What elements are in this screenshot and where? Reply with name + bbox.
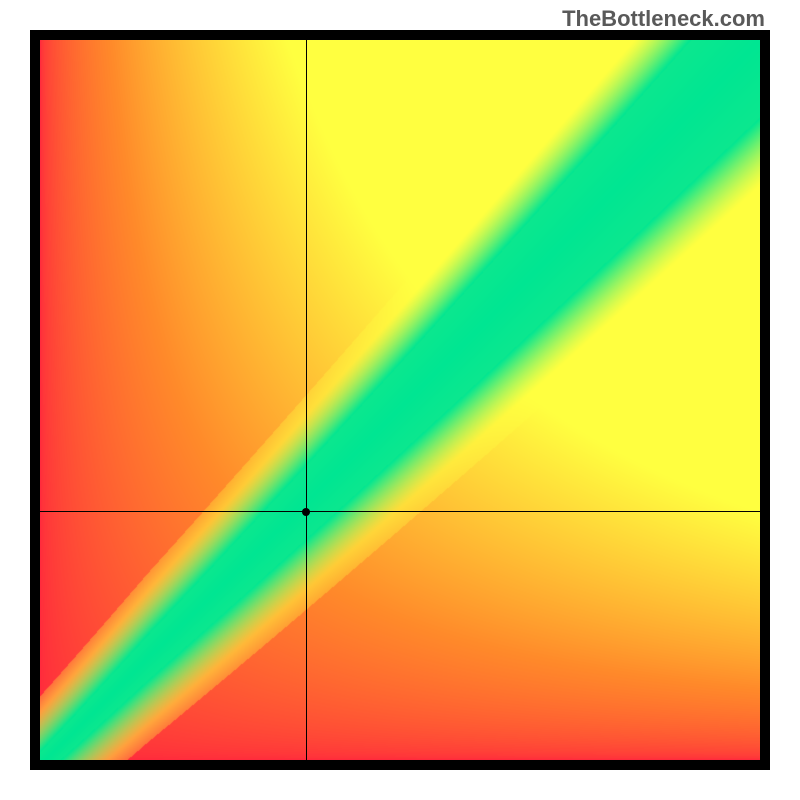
chart-frame — [30, 30, 770, 770]
chart-container: TheBottleneck.com — [0, 0, 800, 800]
watermark-text: TheBottleneck.com — [562, 6, 765, 32]
marker-dot — [302, 508, 310, 516]
crosshair-horizontal — [40, 511, 760, 512]
crosshair-vertical — [306, 40, 307, 760]
heatmap-canvas — [40, 40, 760, 760]
